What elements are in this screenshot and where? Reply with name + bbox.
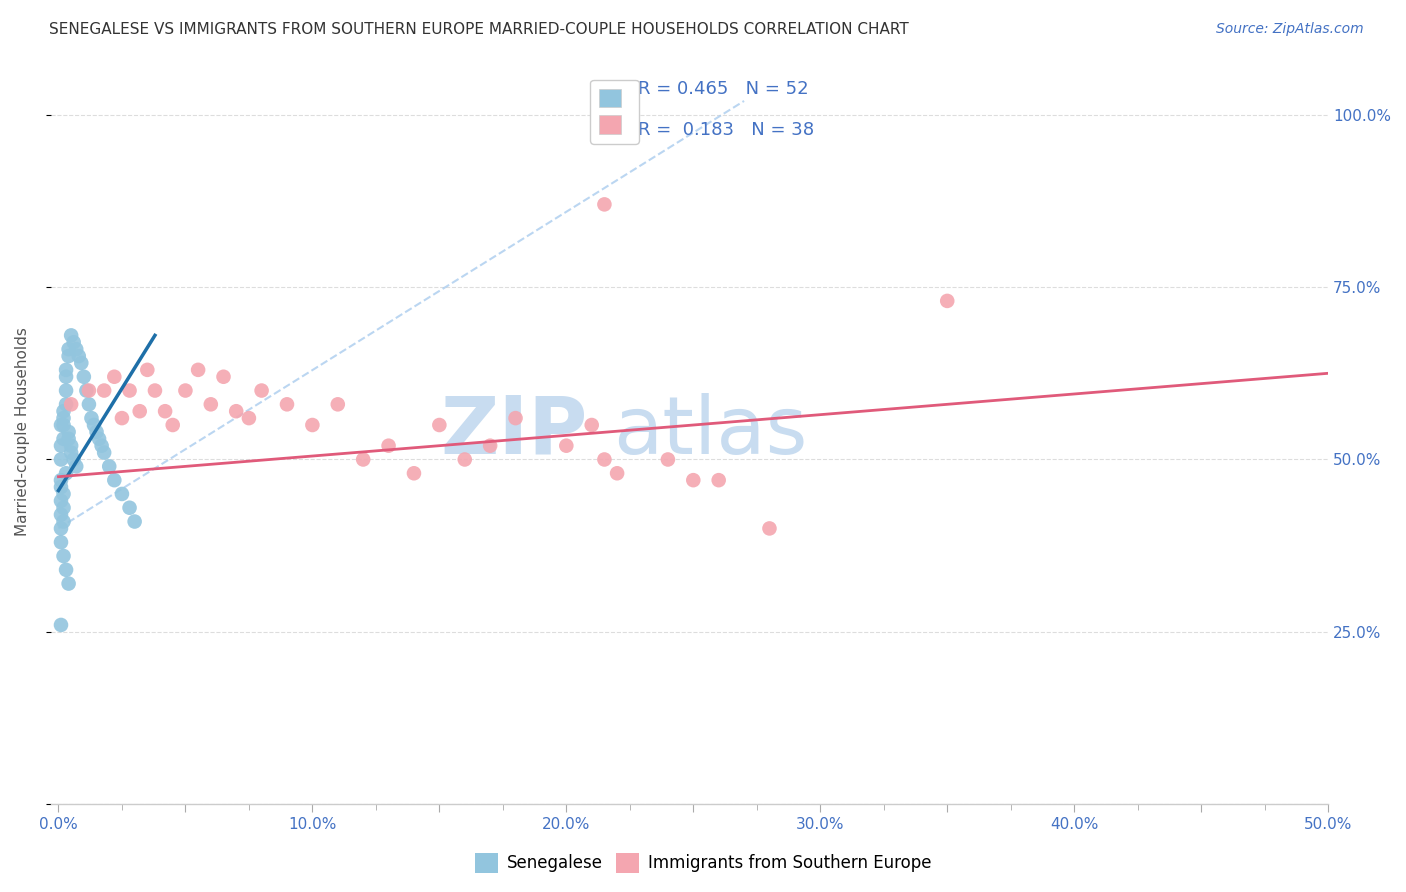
Point xyxy=(49,508,72,522)
Text: ZIP: ZIP xyxy=(440,392,588,471)
Point xyxy=(111,487,134,501)
Point xyxy=(65,342,87,356)
Point xyxy=(52,500,75,515)
Point xyxy=(454,452,477,467)
Point xyxy=(49,535,72,549)
Text: atlas: atlas xyxy=(613,392,807,471)
Point xyxy=(49,452,72,467)
Point xyxy=(326,397,349,411)
Point xyxy=(682,473,704,487)
Point xyxy=(58,432,80,446)
Point xyxy=(593,197,616,211)
Point xyxy=(55,369,77,384)
Point xyxy=(212,369,235,384)
Point xyxy=(62,335,84,350)
Point xyxy=(103,473,125,487)
Point xyxy=(55,363,77,377)
Point xyxy=(70,356,93,370)
Point xyxy=(58,342,80,356)
Point xyxy=(80,411,103,425)
Point xyxy=(250,384,273,398)
Point xyxy=(352,452,374,467)
Point xyxy=(60,328,83,343)
Point xyxy=(77,384,100,398)
Point xyxy=(49,473,72,487)
Point xyxy=(174,384,197,398)
Point xyxy=(52,515,75,529)
Point xyxy=(581,417,603,432)
Point xyxy=(60,439,83,453)
Text: Source: ZipAtlas.com: Source: ZipAtlas.com xyxy=(1216,22,1364,37)
Point xyxy=(86,425,108,439)
Point xyxy=(124,515,146,529)
Point xyxy=(276,397,298,411)
Legend: , : , xyxy=(591,79,638,144)
Point xyxy=(60,397,83,411)
Point xyxy=(55,384,77,398)
Point xyxy=(60,445,83,459)
Point xyxy=(606,467,628,481)
Point xyxy=(52,549,75,563)
Point xyxy=(55,467,77,481)
Point xyxy=(377,439,399,453)
Point xyxy=(707,473,730,487)
Point xyxy=(128,404,150,418)
Point xyxy=(136,363,159,377)
Point xyxy=(52,487,75,501)
Point xyxy=(58,576,80,591)
Point xyxy=(52,417,75,432)
Point xyxy=(936,293,959,308)
Point xyxy=(555,439,578,453)
Point xyxy=(75,384,97,398)
Point xyxy=(118,500,141,515)
Text: R = 0.465   N = 52: R = 0.465 N = 52 xyxy=(638,79,808,98)
Point xyxy=(479,439,502,453)
Point xyxy=(90,439,112,453)
Point xyxy=(49,480,72,494)
Point xyxy=(62,452,84,467)
Point xyxy=(49,439,72,453)
Point xyxy=(200,397,222,411)
Point xyxy=(111,411,134,425)
Point xyxy=(55,563,77,577)
Point xyxy=(758,521,780,535)
Point xyxy=(143,384,166,398)
Point xyxy=(49,618,72,632)
Point xyxy=(402,467,425,481)
Point xyxy=(301,417,323,432)
Point xyxy=(58,425,80,439)
Point xyxy=(58,349,80,363)
Legend: Senegalese, Immigrants from Southern Europe: Senegalese, Immigrants from Southern Eur… xyxy=(468,847,938,880)
Point xyxy=(49,521,72,535)
Text: SENEGALESE VS IMMIGRANTS FROM SOUTHERN EUROPE MARRIED-COUPLE HOUSEHOLDS CORRELAT: SENEGALESE VS IMMIGRANTS FROM SOUTHERN E… xyxy=(49,22,908,37)
Point xyxy=(77,397,100,411)
Text: R =  0.183   N = 38: R = 0.183 N = 38 xyxy=(638,121,814,139)
Point xyxy=(87,432,110,446)
Point xyxy=(187,363,209,377)
Point xyxy=(593,452,616,467)
Point xyxy=(98,459,121,474)
Point xyxy=(52,404,75,418)
Point xyxy=(93,445,115,459)
Point xyxy=(118,384,141,398)
Point xyxy=(52,411,75,425)
Point xyxy=(427,417,450,432)
Point xyxy=(49,417,72,432)
Point xyxy=(52,432,75,446)
Point xyxy=(153,404,176,418)
Point xyxy=(238,411,260,425)
Point xyxy=(65,459,87,474)
Point xyxy=(162,417,184,432)
Point xyxy=(67,349,90,363)
Point xyxy=(83,417,105,432)
Point xyxy=(505,411,527,425)
Point xyxy=(103,369,125,384)
Point xyxy=(93,384,115,398)
Point xyxy=(55,397,77,411)
Point xyxy=(657,452,679,467)
Y-axis label: Married-couple Households: Married-couple Households xyxy=(15,327,30,536)
Point xyxy=(49,493,72,508)
Point xyxy=(225,404,247,418)
Point xyxy=(73,369,96,384)
